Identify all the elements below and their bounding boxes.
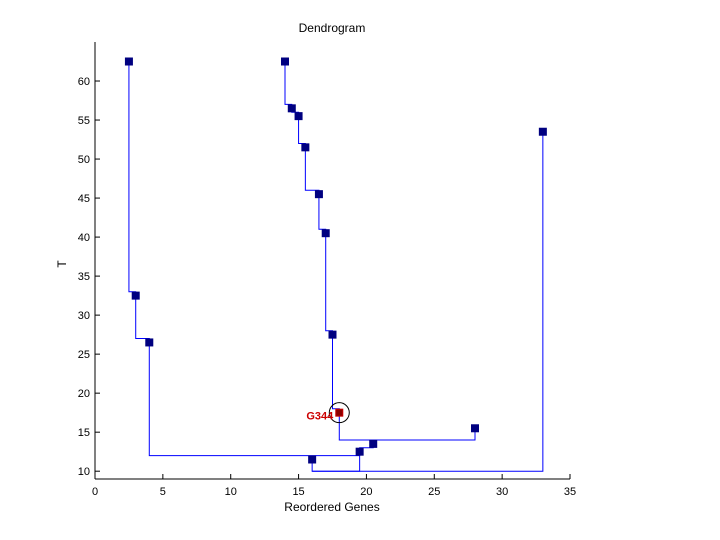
dendrogram-node (131, 291, 140, 300)
dendrogram-node (301, 143, 310, 152)
x-tick-label: 25 (428, 486, 440, 498)
y-tick-label: 10 (78, 466, 90, 478)
x-tick-label: 10 (225, 486, 237, 498)
dendrogram-link (318, 194, 327, 234)
y-tick-label: 30 (78, 310, 90, 322)
dendrogram-link (128, 61, 137, 296)
y-tick-label: 50 (78, 154, 90, 166)
x-tick-label: 0 (92, 486, 98, 498)
dendrogram-link (339, 439, 374, 444)
dendrogram-link (312, 131, 544, 472)
x-tick-label: 20 (360, 486, 372, 498)
x-tick-label: 35 (564, 486, 576, 498)
y-tick-label: 15 (78, 427, 90, 439)
dendrogram-node (145, 338, 154, 347)
dendrogram-node (321, 229, 330, 238)
highlight-circle (328, 402, 350, 424)
dendrogram-link (332, 334, 340, 413)
dendrogram-node (538, 127, 547, 136)
chart-title: Dendrogram (299, 21, 366, 35)
dendrogram-node (308, 455, 317, 464)
dendrogram-link (311, 451, 361, 472)
y-tick-label: 35 (78, 271, 90, 283)
y-tick-label: 20 (78, 388, 90, 400)
dendrogram-link (338, 412, 476, 441)
x-tick-label: 30 (496, 486, 508, 498)
dendrogram-link (135, 295, 150, 343)
dendrogram-node (471, 424, 479, 433)
dendrogram-link (284, 61, 293, 109)
dendrogram-node (328, 330, 337, 339)
x-tick-label: 5 (160, 486, 166, 498)
dendrogram-node (294, 112, 303, 121)
dendrogram-link (298, 116, 306, 148)
dendrogram-node (314, 190, 323, 199)
dendrogram-link (325, 233, 333, 335)
dendrogram-node (287, 104, 296, 113)
dendrogram-node (124, 57, 133, 66)
y-tick-label: 55 (78, 115, 90, 127)
plot-area: 0 5 10 15 20 25 30 35 10 15 20 25 30 35 40 45 50 55 60 G344 (78, 42, 576, 498)
y-axis-label: T (55, 260, 69, 268)
highlight-label: G344 (306, 411, 334, 423)
y-tick-label: 60 (78, 76, 90, 88)
y-tick-label: 45 (78, 193, 90, 205)
dendrogram-link (304, 147, 320, 195)
highlighted-node (335, 408, 344, 417)
dendrogram-node (369, 439, 378, 448)
x-axis-label: Reordered Genes (284, 500, 379, 514)
y-tick-label: 40 (78, 232, 90, 244)
x-tick-label: 15 (292, 486, 304, 498)
dendrogram-node (355, 447, 364, 456)
dendrogram-link (148, 342, 361, 457)
y-tick-label: 25 (78, 349, 90, 361)
dendrogram-node (281, 57, 289, 66)
